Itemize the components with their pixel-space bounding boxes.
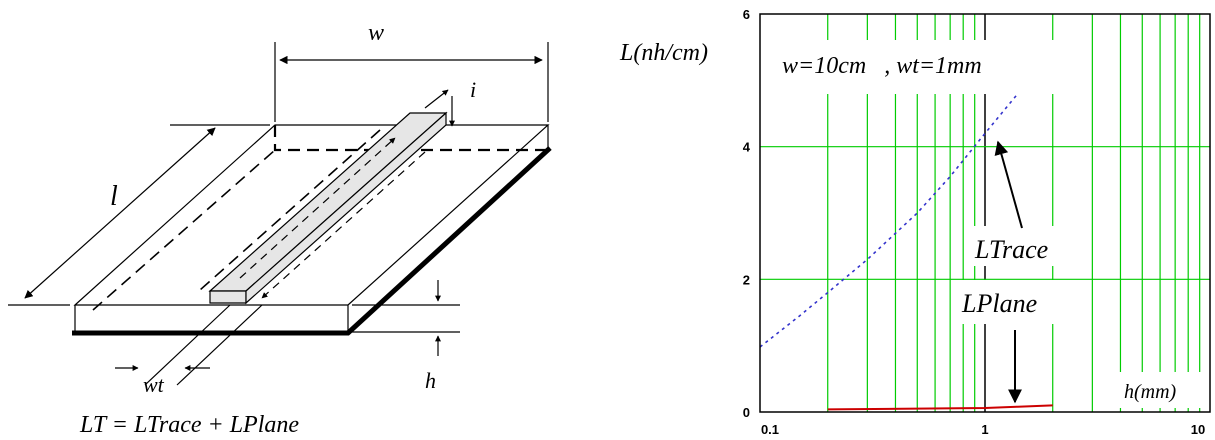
microstrip-diagram — [8, 42, 552, 386]
series-label-ltrace: LTrace — [974, 235, 1048, 264]
series-layer — [759, 93, 1053, 411]
chart: 0 2 4 6 0.1 1 10 L(nh/cm) w=10cm , wt=1mm LTra… — [619, 7, 1211, 437]
x-tick-label: 10 — [1191, 422, 1205, 437]
x-tick-label: 1 — [981, 422, 988, 437]
ticks: 0 2 4 6 0.1 1 10 — [743, 7, 1205, 437]
plot-frame — [759, 13, 1211, 413]
y-axis-label: L(nh/cm) — [619, 40, 708, 66]
trace-top — [208, 112, 448, 292]
series-label-lplane: LPlane — [961, 289, 1037, 318]
trace-side — [245, 111, 447, 305]
label-i: i — [470, 77, 476, 102]
formula: LT = LTrace + LPlane — [79, 412, 299, 438]
y-tick-label: 4 — [743, 140, 751, 155]
label-l: l — [110, 181, 118, 212]
y-tick-label: 0 — [743, 405, 750, 420]
y-tick-label: 2 — [743, 272, 750, 287]
hidden-edge-diag2 — [199, 129, 381, 291]
board-thickness — [74, 125, 549, 331]
label-wt: wt — [143, 372, 165, 397]
label-h: h — [425, 368, 436, 393]
x-axis-label: h(mm) — [1124, 381, 1177, 403]
hidden-edge — [273, 125, 548, 152]
ground-plane-edge — [72, 146, 552, 336]
label-w: w — [368, 20, 384, 46]
series-line-ltrace — [759, 93, 1019, 348]
chart-annotation: w=10cm , wt=1mm — [782, 53, 982, 79]
ltrace-pointer — [994, 140, 1023, 229]
trace-front — [209, 290, 247, 304]
x-tick-label: 0.1 — [761, 422, 779, 437]
series-line-lplane — [827, 404, 1053, 411]
y-tick-label: 6 — [743, 7, 750, 22]
